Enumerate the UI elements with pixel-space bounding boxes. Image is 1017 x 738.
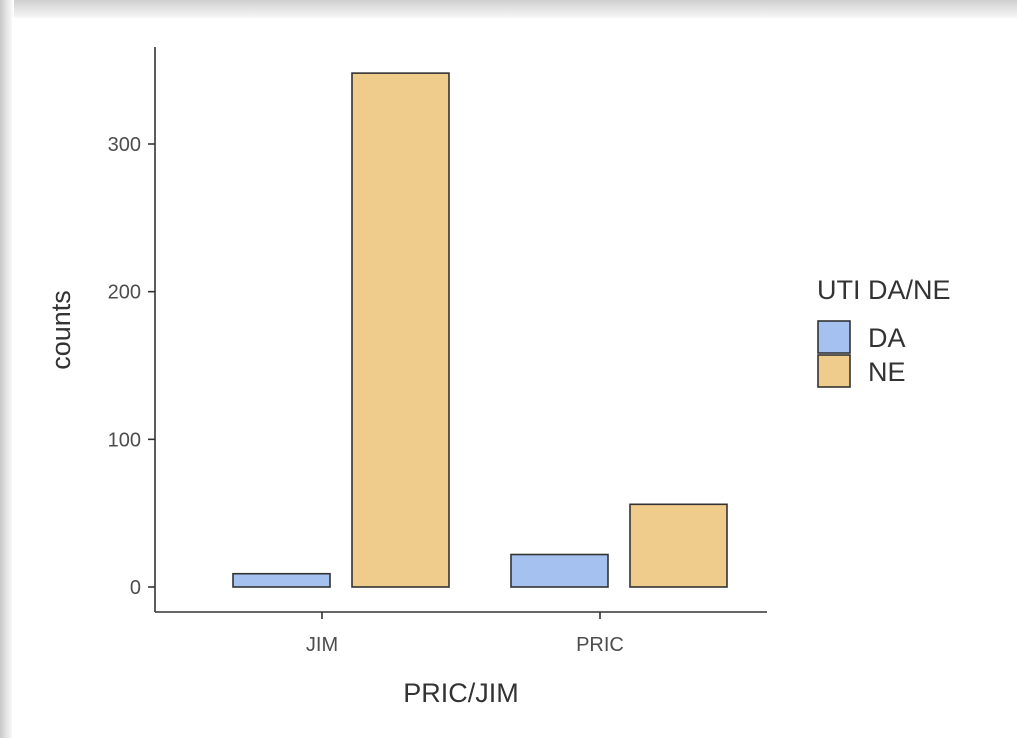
x-tick-label: PRIC [576, 634, 624, 656]
plot-background [12, 18, 1017, 738]
x-ticks-layer: JIM PRIC [306, 612, 624, 656]
y-tick-label: 0 [130, 577, 141, 599]
bar-ne-jim [351, 72, 450, 588]
legend-label-da: DA [868, 323, 906, 353]
legend-key-ne [817, 354, 851, 388]
y-tick-label: 200 [108, 282, 141, 304]
bars-layer [232, 72, 728, 588]
x-tick-label: JIM [306, 634, 338, 656]
bar-da-pric [510, 553, 609, 588]
legend-key-da [817, 320, 851, 354]
bar-ne-pric [629, 503, 728, 588]
y-tick-label: 300 [108, 134, 141, 156]
x-axis-title: PRIC/JIM [403, 678, 519, 708]
legend: UTI DA/NE DA NE [817, 275, 951, 388]
legend-title: UTI DA/NE [817, 275, 951, 305]
legend-label-ne: NE [868, 357, 906, 387]
y-ticks-layer: 0 100 200 300 [108, 134, 155, 599]
bar-da-jim [232, 572, 331, 588]
y-axis-title: counts [46, 290, 76, 370]
legend-items: DA NE [817, 320, 906, 388]
y-tick-label: 100 [108, 429, 141, 451]
screenshot-frame-edge [0, 0, 14, 738]
